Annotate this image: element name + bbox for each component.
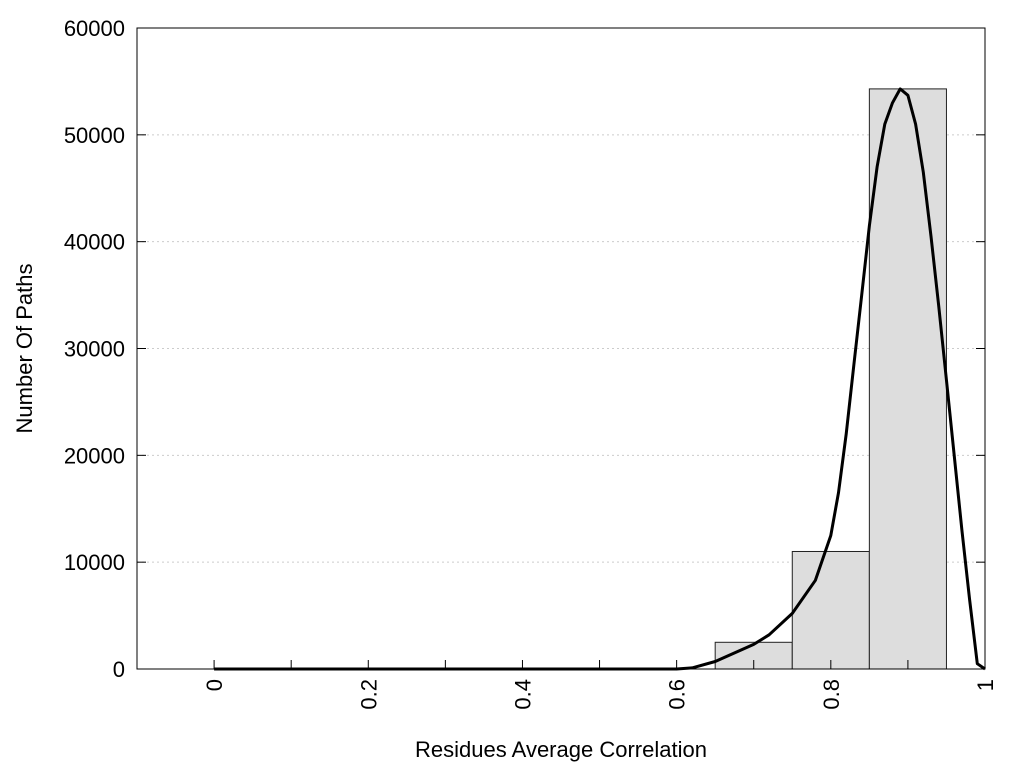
y-tick-label: 30000 bbox=[64, 337, 125, 362]
y-axis-label: Number Of Paths bbox=[12, 264, 37, 434]
x-tick-label: 0 bbox=[202, 679, 227, 691]
x-tick-label: 0.6 bbox=[665, 679, 690, 710]
histogram-bar bbox=[868, 88, 947, 670]
x-tick-label: 1 bbox=[973, 679, 998, 691]
y-tick-label: 10000 bbox=[64, 550, 125, 575]
x-tick-label: 0.2 bbox=[356, 679, 381, 710]
x-tick-label: 0.8 bbox=[819, 679, 844, 710]
bars bbox=[714, 88, 947, 670]
y-tick-label: 0 bbox=[113, 657, 125, 682]
axis-ticks: 0 10000 20000 30000 40000 50000 60000 0 0.2 0.4 0.… bbox=[64, 16, 998, 710]
y-tick-label: 40000 bbox=[64, 230, 125, 255]
histogram-bar bbox=[791, 550, 870, 670]
x-tick-label: 0.4 bbox=[510, 679, 535, 710]
y-tick-label: 60000 bbox=[64, 16, 125, 41]
y-tick-label: 20000 bbox=[64, 443, 125, 468]
grid-lines bbox=[137, 134, 985, 563]
x-axis-label: Residues Average Correlation bbox=[415, 737, 707, 762]
y-tick-label: 50000 bbox=[64, 123, 125, 148]
